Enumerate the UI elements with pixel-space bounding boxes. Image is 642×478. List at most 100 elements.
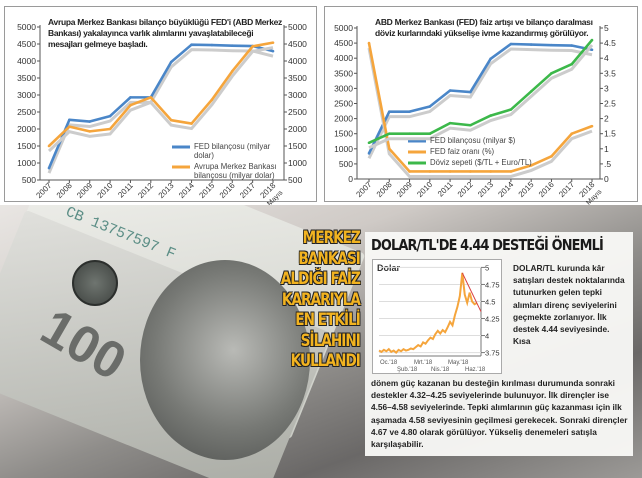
dolar-y-tick-label: 4.75 [485, 280, 500, 289]
y2-tick-label: 4000 [288, 56, 307, 66]
x-tick-label: 2013 [476, 180, 495, 199]
portrait-oval [140, 260, 310, 460]
x-tick-label: 2017 [557, 180, 576, 199]
x-tick-label: 2015 [517, 180, 536, 199]
x-tick-label: 2009 [75, 181, 94, 200]
data-point [88, 120, 92, 123]
data-point [590, 48, 594, 52]
y-tick-label: 2500 [334, 99, 353, 109]
y-tick-label: 3500 [17, 73, 36, 83]
headline-line: ALDIĞI FAİZ [280, 269, 361, 289]
dolar-x-tick-label: Şub.'18 [397, 367, 418, 373]
data-point [47, 144, 51, 148]
x-tick-label: 2016 [218, 181, 237, 200]
data-point [509, 108, 513, 111]
data-point [408, 170, 411, 173]
y2-tick-label: 3.5 [604, 68, 616, 78]
y2-tick-label: 4.5 [604, 38, 616, 48]
y-tick-label: 4500 [334, 38, 353, 48]
data-point [550, 72, 553, 75]
dolar-x-tick-label: Oc.'18 [380, 360, 398, 366]
y-tick-label: 5000 [334, 23, 353, 33]
data-point [529, 164, 533, 167]
y-tick-label: 3000 [17, 90, 36, 100]
data-point [210, 98, 214, 102]
series-line-0 [47, 43, 274, 169]
chart1-title: Avrupa Merkez Bankası bilanço büyüklüğü … [48, 17, 282, 49]
dolar-trend-line [461, 272, 482, 312]
y2-tick-label: 1000 [288, 158, 307, 168]
dolar-x-tick-label: May.'18 [448, 360, 469, 366]
series-line-1 [367, 42, 593, 173]
y2-tick-label: 1.5 [604, 129, 616, 139]
data-point [367, 152, 371, 155]
data-point [169, 118, 173, 122]
x-tick-label: 2009 [395, 180, 414, 199]
article-body-text: dönem güç kazanan bu desteğin kırılması … [371, 378, 628, 450]
data-point [570, 132, 574, 135]
data-point [129, 96, 132, 99]
y-tick-label: 4000 [17, 56, 36, 66]
headline-line: KARARIYLA [282, 289, 361, 310]
data-point [469, 123, 472, 127]
data-point [149, 96, 153, 99]
series-shadow [368, 44, 594, 150]
headline: MERKEZ BANKASI ALDIĞI FAİZ KARARIYLA EN ETKİ… [280, 228, 361, 372]
x-tick-label: 2013 [157, 181, 176, 200]
data-point [210, 43, 214, 47]
data-point [489, 114, 492, 117]
box-title: DOLAR/TL'DE 4.44 DESTEĞİ ÖNEMLİ [371, 236, 604, 254]
fed-rate-currency-chart: 0 500 1000 1500 2000 2500 3000 3500 4000 4500 5000… [334, 23, 616, 205]
x-tick-label: 2010 [96, 181, 115, 200]
data-point [570, 62, 574, 66]
y2-tick-label: 1 [604, 144, 609, 154]
x-tick-label: 2014 [496, 180, 515, 199]
y2-tick-label: 5000 [288, 22, 307, 32]
dolar-x-tick-label: Nis.'18 [431, 367, 450, 373]
y2-tick-label: 0 [604, 174, 609, 184]
y-tick-label: 1500 [334, 129, 353, 139]
data-point [108, 114, 112, 118]
y2-tick-label: 3500 [288, 73, 307, 83]
data-point [428, 170, 432, 173]
data-point [367, 41, 371, 45]
y-tick-label: 500 [22, 175, 36, 185]
y-tick-label: 1000 [17, 158, 36, 168]
dolar-y-tick-label: 4.5 [485, 297, 495, 306]
y-tick-label: 3000 [334, 83, 353, 93]
dolar-series-line [378, 272, 478, 354]
x-tick-label: 2011 [116, 181, 135, 200]
y-tick-label: 0 [348, 174, 353, 184]
y2-tick-label: 5 [604, 23, 609, 33]
dolar-y-tick-label: 4 [485, 332, 489, 341]
data-point [230, 44, 234, 47]
data-point [190, 43, 193, 46]
series-shadow [367, 47, 593, 159]
y2-tick-label: 1500 [288, 141, 307, 151]
data-point [448, 170, 452, 173]
legend-label: Döviz sepeti ($/TL + Euro/TL) [430, 158, 532, 167]
data-point [428, 132, 432, 135]
headline-line: KULLANDI [290, 351, 361, 371]
x-tick-label: 2007 [34, 181, 53, 200]
chart2-title: ABD Merkez Bankası (FED) faiz artışı ve … [375, 17, 593, 38]
x-tick-label: 2012 [136, 181, 155, 200]
x-tick-label: 2017 [238, 181, 257, 200]
ecb-fed-balance-chart-panel: Avrupa Merkez Bankası bilanço büyüklüğü … [4, 6, 317, 202]
y2-tick-label: 2.5 [604, 99, 616, 109]
y2-tick-label: 3 [604, 83, 609, 93]
x-tick-label: 2008 [55, 181, 74, 200]
data-point [489, 170, 492, 173]
y-tick-label: 4000 [334, 53, 353, 63]
data-point [428, 105, 432, 108]
x-tick-label: 2016 [537, 180, 556, 199]
data-point [550, 43, 553, 47]
dolar-tl-analysis-box: DOLAR/TL'DE 4.44 DESTEĞİ ÖNEMLİ Dolar 3.… [365, 232, 633, 456]
dolar-x-tick-label: Mrt.'18 [414, 360, 433, 366]
y2-tick-label: 4 [604, 53, 609, 63]
series-line-2 [368, 39, 593, 144]
data-point [387, 132, 391, 135]
legend-label: Avrupa Merkez Bankası bilançosu (milyar … [194, 162, 277, 180]
legend-label: FED bilançosu (milyar $) [430, 136, 516, 145]
fed-rate-currency-chart-panel: ABD Merkez Bankası (FED) faiz artışı ve … [324, 6, 638, 202]
